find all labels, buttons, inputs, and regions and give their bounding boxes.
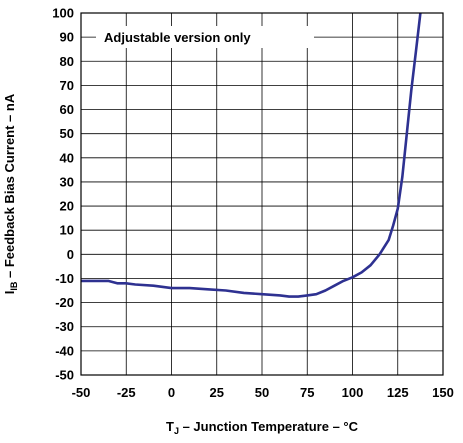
x-tick-label: 25 (210, 385, 224, 400)
y-tick-label: 50 (60, 126, 74, 141)
x-tick-label: 150 (432, 385, 454, 400)
grid-lines (80, 12, 444, 376)
y-tick-label: -30 (55, 319, 74, 334)
y-axis-title-subscript: IB (9, 281, 19, 291)
y-tick-label: 90 (60, 30, 74, 45)
y-tick-label: 100 (52, 6, 74, 21)
y-tick-label: 60 (60, 102, 74, 117)
x-tick-label: 75 (300, 385, 314, 400)
x-tick-label: 50 (255, 385, 269, 400)
y-tick-label: -40 (55, 343, 74, 358)
x-tick-label: 125 (387, 385, 409, 400)
x-axis-title-subscript: J (174, 426, 179, 436)
x-axis-title-main: T (166, 419, 174, 434)
y-tick-label: 10 (60, 223, 74, 238)
x-axis-title: TJ – Junction Temperature – °C (166, 419, 359, 436)
y-axis-title-rest: – Feedback Bias Current – nA (2, 93, 17, 281)
x-tick-label: 100 (342, 385, 364, 400)
y-axis-title: IIB – Feedback Bias Current – nA (2, 93, 19, 294)
annotation-label: Adjustable version only (104, 30, 251, 45)
plot-frame (80, 12, 444, 376)
y-tick-label: 30 (60, 174, 74, 189)
x-tick-labels: -50 -25 0 25 50 75 100 125 150 (72, 385, 454, 400)
x-tick-label: 0 (168, 385, 175, 400)
y-axis-title-main: I (2, 291, 17, 295)
y-tick-label: 70 (60, 78, 74, 93)
x-tick-label: -25 (117, 385, 136, 400)
series-line (81, 12, 422, 298)
x-axis-title-rest: – Junction Temperature – °C (179, 419, 359, 434)
y-tick-label: -20 (55, 295, 74, 310)
y-tick-label: 20 (60, 199, 74, 214)
y-tick-label: 40 (60, 150, 74, 165)
x-tick-label: -50 (72, 385, 91, 400)
annotation-background (96, 26, 314, 48)
y-tick-label: -50 (55, 368, 74, 383)
y-tick-label: 0 (67, 247, 74, 262)
y-tick-label: 80 (60, 54, 74, 69)
y-tick-label: -10 (55, 271, 74, 286)
